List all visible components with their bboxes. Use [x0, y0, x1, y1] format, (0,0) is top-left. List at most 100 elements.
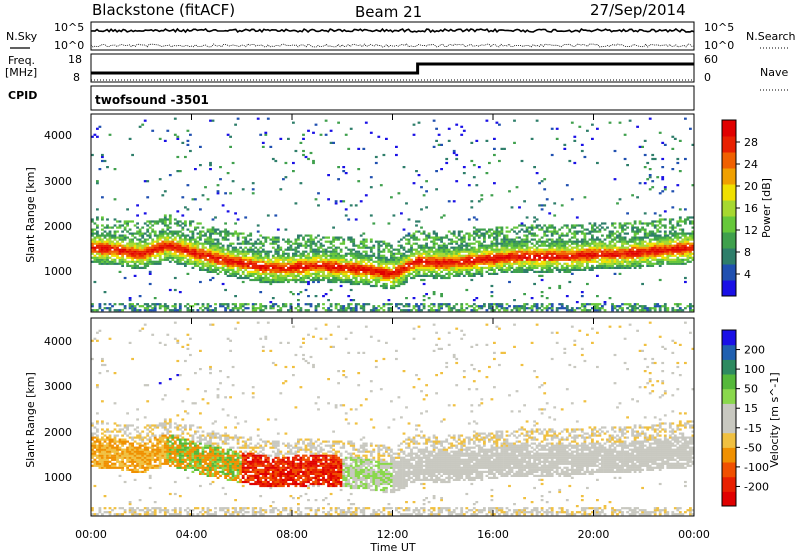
- power-cell: [510, 246, 514, 249]
- power-cell: [538, 238, 541, 241]
- power-cell: [284, 268, 288, 271]
- power-cell: [505, 270, 509, 273]
- power-cell: [483, 238, 486, 241]
- power-cell: [643, 256, 647, 259]
- power-cell: [641, 222, 644, 225]
- power-cell: [194, 244, 197, 247]
- power-cell: [523, 200, 526, 203]
- power-cell: [136, 204, 139, 207]
- power-cell: [294, 240, 298, 243]
- power-cell: [586, 262, 589, 265]
- power-cell: [477, 234, 481, 237]
- power-cell: [565, 309, 569, 312]
- power-cell: [173, 246, 177, 249]
- power-cell: [317, 264, 320, 267]
- power-cell: [349, 282, 353, 286]
- power-cell: [407, 274, 411, 277]
- power-cell: [379, 184, 383, 187]
- power-cell: [251, 258, 255, 261]
- power-cell: [168, 218, 172, 221]
- power-cell: [616, 230, 619, 233]
- power-cell: [121, 238, 124, 241]
- power-cell: [440, 293, 443, 296]
- power-cell: [613, 238, 617, 241]
- power-cell: [108, 232, 112, 235]
- power-cell: [153, 260, 157, 263]
- power-cell: [91, 246, 94, 249]
- power-cell: [173, 288, 177, 292]
- power-cell: [651, 157, 655, 161]
- power-cell: [297, 238, 300, 241]
- power-cell: [447, 264, 451, 267]
- power-cell: [123, 220, 127, 223]
- power-cell: [251, 188, 255, 191]
- power-cell: [324, 262, 328, 265]
- power-cell: [483, 250, 486, 253]
- power-cell: [405, 234, 408, 237]
- power-cell: [214, 264, 217, 267]
- power-cell: [264, 270, 268, 273]
- power-cell: [437, 246, 441, 249]
- power-cell: [229, 232, 232, 235]
- power-cell: [259, 305, 263, 308]
- power-cell: [382, 256, 386, 259]
- power-cell: [643, 309, 647, 312]
- power-cell: [204, 238, 207, 241]
- power-cell: [254, 252, 258, 255]
- power-cell: [621, 230, 624, 233]
- power-cell: [168, 174, 172, 177]
- power-cell: [586, 303, 589, 306]
- power-cell: [279, 278, 283, 282]
- power-cell: [407, 258, 411, 261]
- power-cell: [437, 266, 441, 269]
- power-cell: [138, 250, 142, 253]
- power-cell: [621, 258, 624, 261]
- power-cell: [493, 256, 496, 259]
- power-cell: [648, 246, 652, 249]
- power-cell: [168, 288, 172, 292]
- power-cell: [163, 238, 167, 241]
- power-cell: [455, 123, 459, 126]
- power-cell: [623, 157, 627, 161]
- power-cell: [307, 258, 310, 261]
- power-cell: [480, 254, 484, 257]
- power-cell: [163, 236, 167, 239]
- power-cell: [656, 236, 660, 239]
- power-cell: [575, 246, 579, 249]
- power-cell: [397, 248, 401, 251]
- power-cell: [633, 303, 637, 306]
- power-cell: [259, 276, 263, 280]
- power-cell: [455, 270, 459, 273]
- power-cell: [535, 303, 539, 306]
- power-cell: [432, 303, 436, 306]
- power-cell: [259, 246, 263, 249]
- power-cell: [533, 248, 536, 251]
- power-cell: [412, 274, 416, 277]
- power-cell: [151, 230, 155, 233]
- power-cell: [131, 250, 134, 253]
- power-cell: [186, 262, 190, 265]
- power-cell: [364, 266, 368, 269]
- power-cell: [500, 246, 504, 249]
- power-cell: [432, 145, 436, 148]
- power-cell: [656, 258, 660, 261]
- power-cell: [314, 262, 318, 265]
- power-cell: [555, 264, 559, 267]
- power-cell: [158, 242, 162, 245]
- power-cell: [282, 178, 285, 181]
- power-cell: [573, 135, 577, 138]
- power-cell: [636, 260, 639, 263]
- power-cell: [535, 172, 539, 175]
- power-cell: [173, 222, 177, 225]
- power-cell: [103, 303, 107, 306]
- power-cell: [128, 220, 132, 223]
- power-cell: [500, 262, 504, 265]
- power-cell: [339, 307, 343, 310]
- power-cell: [234, 270, 237, 273]
- power-cell: [173, 133, 177, 136]
- power-cell: [427, 268, 431, 271]
- power-cell: [312, 264, 315, 267]
- power-cell: [676, 242, 680, 245]
- power-cell: [367, 270, 371, 273]
- power-cell: [194, 250, 197, 253]
